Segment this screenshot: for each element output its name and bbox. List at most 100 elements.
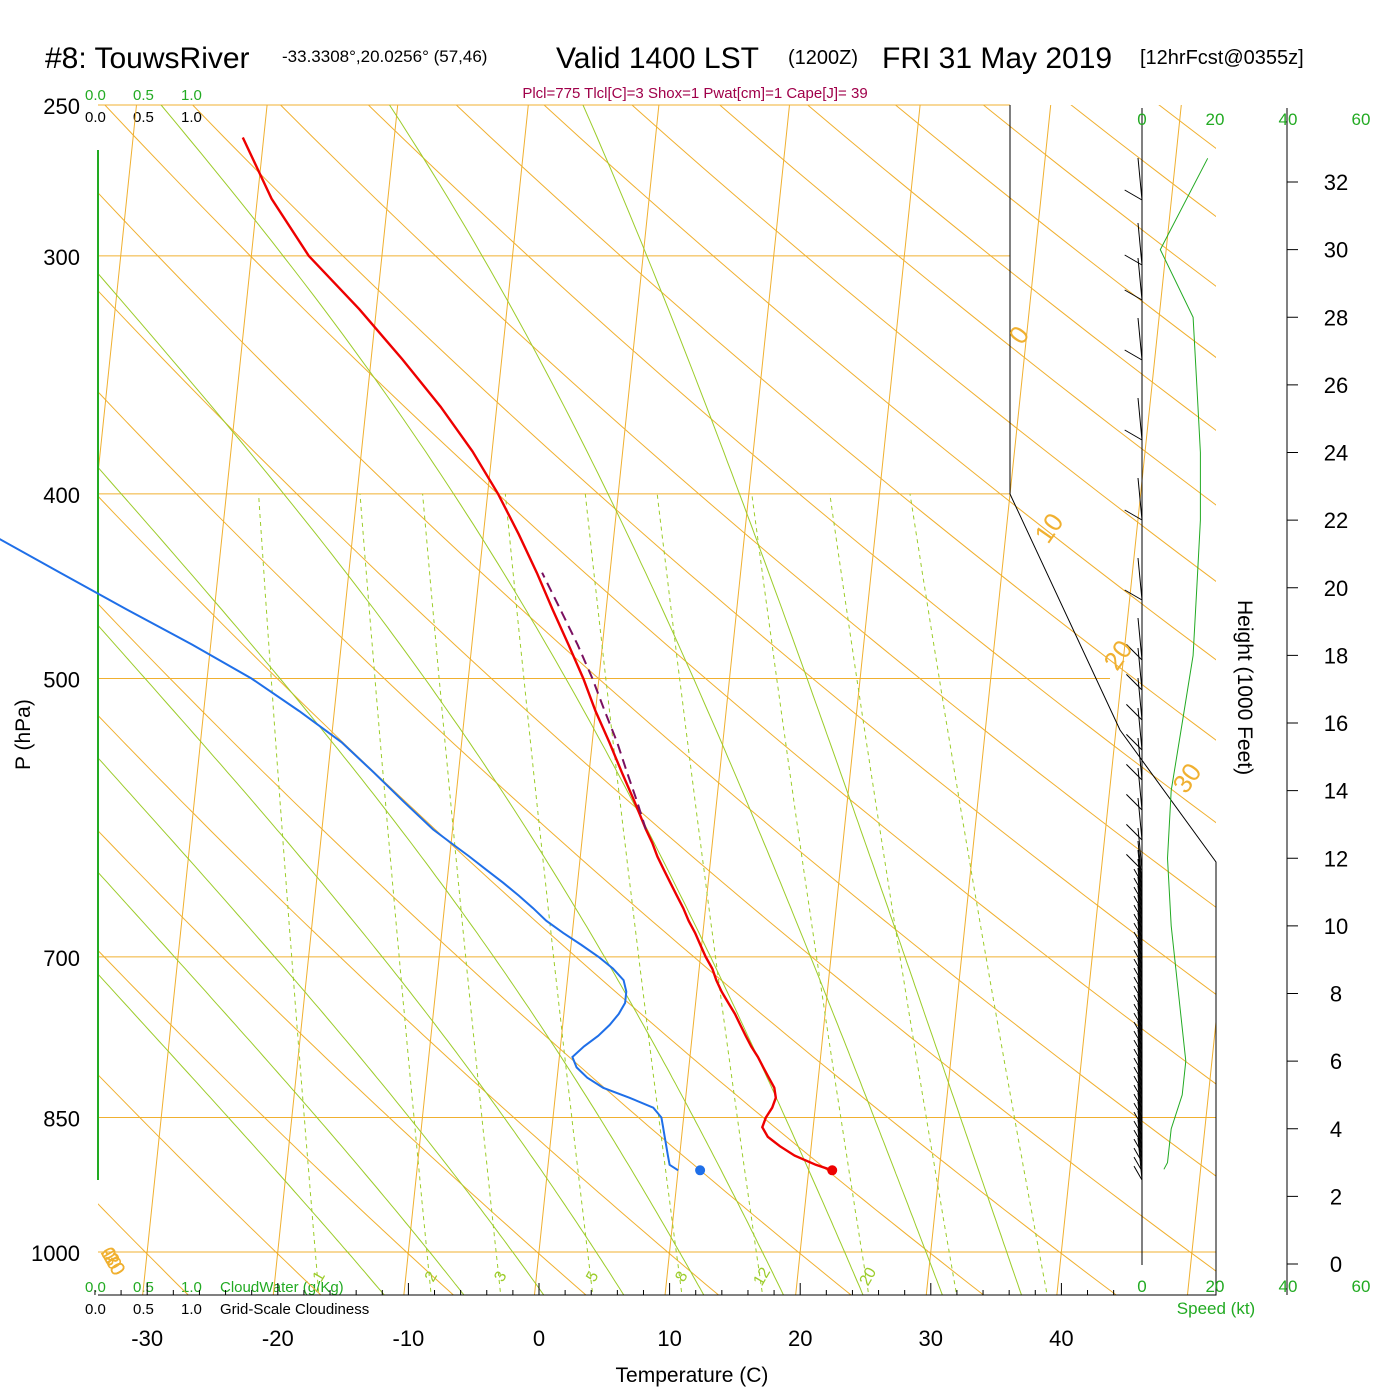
valid-time: Valid 1400 LST: [556, 42, 759, 75]
speed-tick-label-top: 20: [1206, 110, 1225, 129]
temperature-line: [241, 136, 833, 1172]
mixing-ratio-line: [422, 493, 502, 1295]
isotherm--10: [403, 105, 529, 1295]
plot-frame: [98, 105, 1217, 1296]
wind-barb: [1124, 589, 1143, 601]
wind-barb-shaft: [1137, 767, 1143, 811]
dry-adiabat: [98, 714, 720, 1295]
wind-barb: [1133, 1093, 1143, 1109]
wind-barb: [1126, 854, 1143, 871]
dry-adiabat: [98, 949, 455, 1295]
wind-barb-shaft: [1137, 827, 1143, 871]
mixing-ratio-label: 20: [857, 1265, 881, 1289]
parcel-line: [541, 572, 647, 830]
temperature-tick-label: 20: [788, 1326, 812, 1351]
mixing-ratio-line: [909, 493, 1048, 1295]
isotherm-lines: [98, 105, 1216, 1295]
wind-barb: [1133, 1165, 1143, 1181]
wind-barbs: [1124, 157, 1143, 1181]
wind-barb: [1124, 289, 1143, 301]
wind-barb: [1133, 1039, 1143, 1055]
dry-adiabat: [192, 105, 1216, 996]
wind-barb-shaft: [1137, 222, 1143, 266]
wind-barb: [1133, 985, 1143, 1001]
mixing-ratio-line: [258, 493, 320, 1295]
dry-adiabat: [98, 495, 985, 1295]
temperature-tick-label: 30: [919, 1326, 943, 1351]
height-tick-label: 24: [1324, 441, 1348, 466]
wind-barb: [1133, 1012, 1143, 1028]
wind-barb: [1133, 931, 1143, 947]
wind-barb: [1133, 940, 1143, 956]
mixing-ratio-line: [359, 493, 432, 1295]
height-tick-label: 10: [1324, 914, 1348, 939]
height-axis-label: Height (1000 Feet): [1233, 600, 1256, 775]
wind-barb: [1126, 824, 1143, 841]
cloudwater-scale-0-bottom: 0.0: [85, 1279, 106, 1296]
mixing-ratio-line: [656, 493, 764, 1295]
dry-adiabat: [719, 105, 1216, 506]
cloud-scale-bottom: 0.0 0.5 1.0 CloudWater (g/Kg) 0.0 0.5 1.…: [85, 1279, 369, 1318]
speed-tick-label-bottom: 0: [1137, 1277, 1146, 1296]
wind-barb: [1133, 1057, 1143, 1073]
height-tick-label: 32: [1324, 170, 1348, 195]
moist-adiabat: [98, 757, 545, 1295]
height-tick-label: 8: [1330, 982, 1342, 1007]
temperature-ticks: -30 -20 -10 0 10 20 30 40: [94, 1283, 1115, 1351]
dry-adiabat: [806, 105, 1216, 431]
wind-speed-profile: [1159, 158, 1209, 1170]
isotherm-20: [795, 105, 921, 1295]
wind-barb-shaft: [1137, 737, 1143, 781]
dry-adiabat: [104, 105, 1216, 1085]
station-title: #8: TouwsRiver: [45, 42, 250, 75]
speed-tick-label-top: 60: [1352, 110, 1371, 129]
wind-barb: [1126, 734, 1143, 751]
wind-barb: [1133, 1030, 1143, 1046]
moist-adiabat: [98, 871, 465, 1295]
sounding-profiles: [0, 136, 838, 1176]
wind-barb-shaft: [1137, 797, 1143, 841]
speed-tick-label-bottom: 20: [1206, 1277, 1225, 1296]
wind-barb: [1133, 976, 1143, 992]
wind-barb-shaft: [1137, 557, 1143, 601]
moist-adiabat: [388, 105, 943, 1295]
temperature-tick-label: -20: [262, 1326, 294, 1351]
cloudiness-scale-05: 0.5: [133, 109, 154, 126]
moist-adiabat: [98, 624, 625, 1295]
parcel-parameters: Plcl=775 Tlcl[C]=3 Shox=1 Pwat[cm]=1 Cap…: [522, 85, 867, 102]
wind-barb-shaft: [1137, 477, 1143, 521]
wind-barb: [1133, 877, 1143, 893]
cloudiness-scale-1: 1.0: [181, 109, 202, 126]
wind-barb: [1124, 429, 1143, 441]
dry-adiabat: [98, 830, 587, 1295]
dry-adiabat: [455, 105, 1216, 741]
wind-barb: [1133, 1075, 1143, 1091]
wind-barb-shaft: [1137, 849, 1143, 893]
forecast-date: FRI 31 May 2019: [882, 42, 1112, 75]
dry-adiabat: [98, 391, 1117, 1295]
wind-barb-shaft: [1137, 677, 1143, 721]
surface-dewpoint-dot: [695, 1165, 706, 1176]
height-tick-label: 28: [1324, 305, 1348, 330]
wind-barb: [1133, 967, 1143, 983]
height-tick-label: 6: [1330, 1049, 1342, 1074]
temperature-tick-label: 10: [657, 1326, 681, 1351]
pressure-tick-label: 400: [43, 483, 80, 508]
wind-barb: [1124, 254, 1143, 266]
wind-barb-shaft: [1137, 707, 1143, 751]
pressure-axis-label: P (hPa): [12, 699, 35, 770]
cloudiness-scale-1-bottom: 1.0: [181, 1301, 202, 1318]
height-tick-label: 30: [1324, 238, 1348, 263]
wind-barb: [1126, 764, 1143, 781]
speed-tick-label-bottom: 40: [1279, 1277, 1298, 1296]
wind-barb-shaft: [1137, 317, 1143, 361]
forecast-run: [12hrFcst@0355z]: [1140, 47, 1304, 69]
speed-tick-label-top: 0: [1137, 110, 1146, 129]
cloudwater-scale-05: 0.5: [133, 87, 154, 104]
dry-adiabat: [543, 105, 1216, 661]
moist-adiabat-lines: [98, 105, 1023, 1295]
isotherm--40: [98, 105, 137, 478]
wind-barb: [1133, 1066, 1143, 1082]
